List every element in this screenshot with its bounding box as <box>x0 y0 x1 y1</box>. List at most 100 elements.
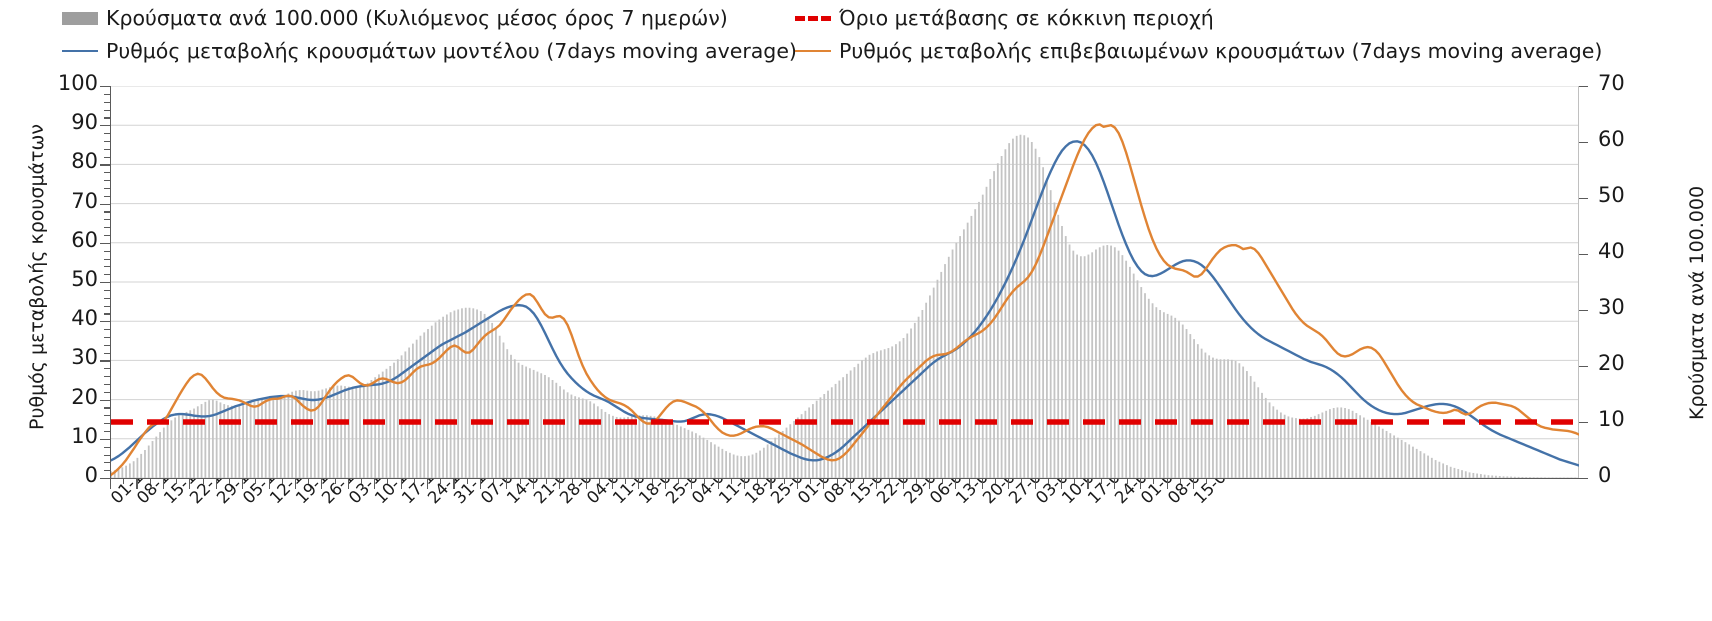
tick-minor <box>104 462 110 464</box>
tick-x-minor <box>889 478 891 484</box>
tick-major <box>1578 366 1588 368</box>
tick-minor <box>104 250 110 252</box>
tick-x-minor <box>228 478 230 484</box>
tick-x-major <box>1140 478 1142 489</box>
tick-x-minor <box>176 478 178 484</box>
tick-x-major <box>1034 478 1036 489</box>
y-tick-right-60: 60 <box>1598 127 1625 151</box>
tick-minor <box>104 391 110 393</box>
tick-minor <box>104 423 110 425</box>
tick-major <box>100 321 110 323</box>
tick-x-minor <box>545 478 547 484</box>
tick-minor <box>104 117 110 119</box>
tick-major <box>100 282 110 284</box>
y-tick-left-10: 10 <box>71 423 98 448</box>
y-tick-left-90: 90 <box>71 110 98 135</box>
tick-major <box>1578 478 1588 480</box>
tick-x-minor <box>651 478 653 484</box>
tick-x-minor <box>281 478 283 484</box>
tick-minor <box>104 431 110 433</box>
tick-x-minor <box>1047 478 1049 484</box>
y-tick-left-80: 80 <box>71 149 98 174</box>
tick-minor <box>104 148 110 150</box>
tick-x-major <box>268 478 270 489</box>
tick-minor <box>104 352 110 354</box>
bar-swatch-icon <box>62 11 98 25</box>
tick-x-major <box>796 478 798 489</box>
tick-x-major <box>691 478 693 489</box>
tick-x-major <box>928 478 931 489</box>
tick-minor <box>104 219 110 221</box>
tick-major <box>1578 310 1588 312</box>
y-tick-left-40: 40 <box>71 306 98 331</box>
tick-minor <box>104 180 110 182</box>
tick-x-minor <box>1021 478 1023 484</box>
tick-x-major <box>770 478 772 489</box>
tick-x-minor <box>361 478 363 484</box>
tick-x-minor <box>810 478 812 484</box>
tick-x-minor <box>440 478 442 484</box>
y-tick-left-30: 30 <box>71 345 98 370</box>
tick-minor <box>104 172 110 174</box>
tick-x-minor <box>387 478 389 484</box>
y-tick-right-20: 20 <box>1598 351 1625 375</box>
tick-minor <box>104 376 110 378</box>
y-axis-left-title: Ρυθμός μεταβολής κρουσμάτων <box>26 123 48 430</box>
tick-x-major <box>955 478 957 489</box>
tick-x-major <box>506 478 508 489</box>
tick-x-minor <box>757 478 759 484</box>
data-layer <box>111 123 1579 478</box>
tick-x-major <box>585 478 587 489</box>
y-tick-left-50: 50 <box>71 267 98 291</box>
tick-major <box>1578 254 1588 256</box>
tick-major <box>100 242 110 245</box>
tick-x-major <box>823 478 825 489</box>
tick-major <box>100 399 110 401</box>
tick-x-minor <box>995 478 997 484</box>
y-axis-right-title: Κρούσματα ανά 100.000 <box>1686 185 1708 420</box>
tick-x-minor <box>1153 478 1155 484</box>
tick-x-major <box>981 478 983 489</box>
tick-minor <box>104 274 110 276</box>
tick-x-major <box>902 478 904 489</box>
tick-x-minor <box>678 478 680 484</box>
legend-item-bars: Κρούσματα ανά 100.000 (Κυλιόμενος μέσος … <box>62 7 728 29</box>
tick-x-major <box>638 478 640 489</box>
tick-x-minor <box>942 478 944 484</box>
tick-x-major <box>110 478 112 489</box>
tick-minor <box>104 235 110 237</box>
tick-major <box>1578 422 1588 424</box>
tick-x-minor <box>598 478 600 484</box>
tick-minor <box>104 156 110 158</box>
tick-major <box>100 478 110 480</box>
tick-major <box>100 203 110 205</box>
tick-x-major <box>162 478 164 489</box>
tick-x-minor <box>862 478 864 484</box>
line-swatch-orange-icon <box>795 50 831 52</box>
tick-x-major <box>374 478 376 489</box>
tick-major <box>100 438 110 441</box>
tick-x-major <box>479 478 481 489</box>
tick-major <box>1578 142 1588 144</box>
tick-x-major <box>876 478 878 489</box>
tick-minor <box>104 140 110 143</box>
tick-x-major <box>717 478 719 489</box>
tick-major <box>100 86 110 88</box>
legend-item-confirmed: Ρυθμός μεταβολής επιβεβαιωμένων κρουσμάτ… <box>795 40 1602 62</box>
tick-x-minor <box>466 478 468 484</box>
tick-minor <box>104 297 110 299</box>
tick-x-major <box>136 478 138 489</box>
tick-minor <box>104 329 110 331</box>
tick-x-minor <box>519 478 521 484</box>
tick-x-minor <box>730 478 732 484</box>
tick-x-minor <box>836 478 838 484</box>
tick-x-major <box>427 478 429 489</box>
legend-item-model: Ρυθμός μεταβολής κρουσμάτων μοντέλου (7d… <box>62 40 797 62</box>
tick-x-minor <box>704 478 706 484</box>
tick-major <box>1578 86 1588 88</box>
tick-x-major <box>849 478 851 489</box>
y-tick-left-20: 20 <box>71 384 98 409</box>
tick-minor <box>104 336 110 339</box>
tick-major <box>100 164 110 166</box>
plot-area <box>110 86 1579 479</box>
